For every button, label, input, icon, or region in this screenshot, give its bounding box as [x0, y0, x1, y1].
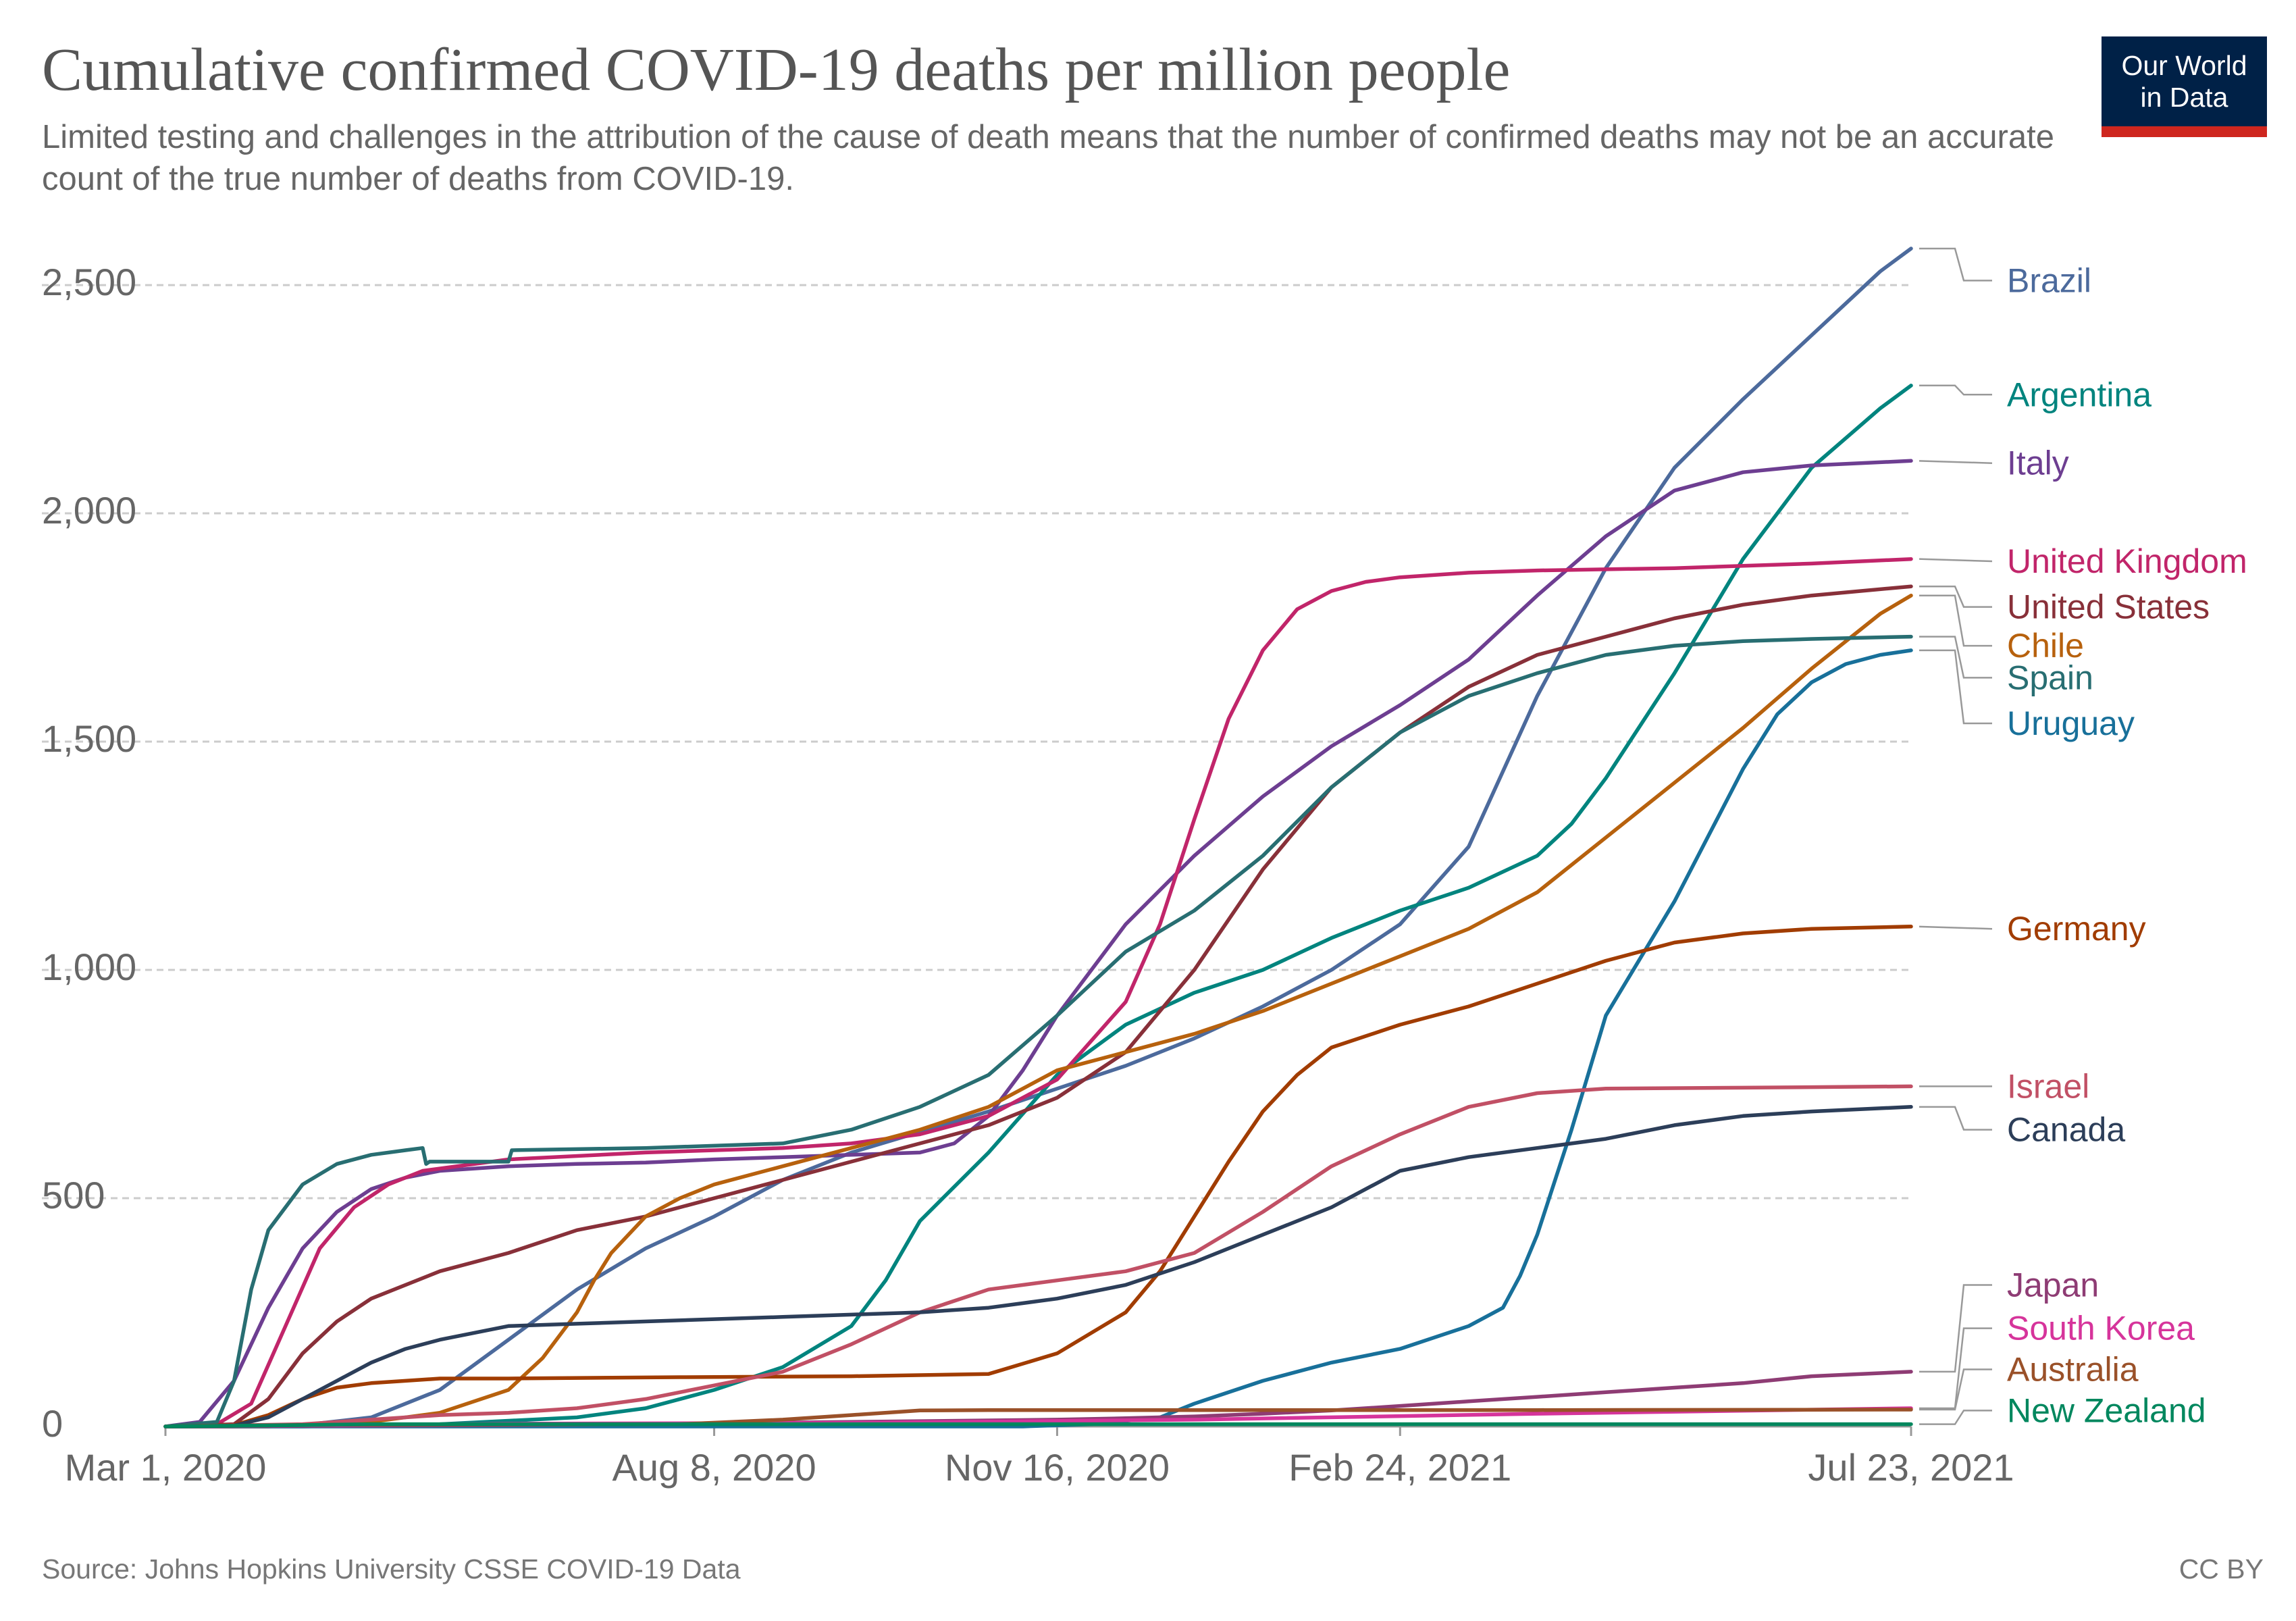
series-line-argentina	[163, 384, 1913, 1429]
legend-connector-argentina	[1919, 384, 1992, 396]
legend-label-united-kingdom: United Kingdom	[2007, 542, 2247, 580]
x-tick-label: Aug 8, 2020	[612, 1446, 816, 1489]
legend-connector-italy	[1919, 460, 1993, 464]
legend-label-canada: Canada	[2007, 1111, 2125, 1149]
legend-connector-australia	[1919, 1368, 1992, 1411]
series-line-brazil	[163, 247, 1913, 1429]
series-line-israel	[163, 1084, 1913, 1429]
license-note[interactable]: CC BY	[2178, 1553, 2264, 1585]
legend-connector-japan	[1919, 1284, 1992, 1373]
series-line-united-states	[163, 584, 1913, 1429]
legend-connector-germany	[1919, 925, 1993, 930]
x-tick-label: Mar 1, 2020	[65, 1446, 267, 1489]
y-tick-label: 2,000	[42, 489, 136, 532]
series-line-new-zealand	[163, 1422, 1913, 1429]
legend-connector-uruguay	[1919, 649, 1992, 725]
series-line-spain	[163, 634, 1913, 1429]
legend-label-israel: Israel	[2007, 1067, 2089, 1105]
logo-line-1: Our World	[2121, 49, 2247, 81]
series-line-chile	[163, 593, 1913, 1429]
grid-layer	[42, 284, 1911, 1200]
series-layer	[163, 247, 1913, 1429]
legend-label-argentina: Argentina	[2007, 376, 2151, 413]
legend-connector-united-states	[1919, 585, 1992, 608]
legend-label-italy: Italy	[2007, 444, 2069, 482]
y-tick-label: 500	[42, 1174, 105, 1216]
legend-label-japan: Japan	[2007, 1266, 2099, 1304]
legend-connector-canada	[1919, 1106, 1992, 1131]
series-line-germany	[163, 925, 1913, 1429]
y-tick-label: 1,000	[42, 946, 136, 988]
legend-label-spain: Spain	[2007, 659, 2093, 696]
legend-label-brazil: Brazil	[2007, 261, 2091, 299]
legend-connector-south-korea	[1919, 1327, 1992, 1410]
series-line-canada	[163, 1105, 1913, 1429]
source-note: Source: Johns Hopkins University CSSE CO…	[42, 1553, 741, 1585]
chart-title: Cumulative confirmed COVID-19 deaths per…	[42, 36, 1511, 103]
x-tick-label: Nov 16, 2020	[945, 1446, 1170, 1489]
legend-connector-chile	[1919, 594, 1992, 647]
legend-label-chile: Chile	[2007, 627, 2084, 665]
axis-layer: 0 500 1,000 1,500 2,000 2,500 Mar 1, 2020 Aug 8…	[42, 261, 2014, 1489]
legend-connector-brazil	[1919, 247, 1992, 282]
legend-connector-spain	[1919, 636, 1992, 679]
legend-connector-united-kingdom	[1919, 558, 1993, 563]
legend-label-united-states: United States	[2007, 588, 2210, 626]
x-tick-label: Jul 23, 2021	[1808, 1446, 2014, 1489]
legend-label-new-zealand: New Zealand	[2007, 1391, 2206, 1429]
series-line-italy	[163, 459, 1913, 1429]
owid-logo[interactable]: Our World in Data	[2102, 36, 2267, 137]
y-tick-label: 2,500	[42, 261, 136, 303]
series-line-united-kingdom	[163, 557, 1913, 1429]
x-tick-label: Feb 24, 2021	[1288, 1446, 1511, 1489]
chart-subtitle: Limited testing and challenges in the at…	[42, 119, 2054, 197]
legend-labels: Brazil Argentina Italy United Kingdom United…	[1919, 247, 2247, 1429]
legend-label-uruguay: Uruguay	[2007, 704, 2135, 742]
logo-line-2: in Data	[2140, 81, 2228, 113]
legend-connector-new-zealand	[1919, 1410, 1992, 1425]
y-tick-label: 0	[42, 1402, 63, 1445]
y-tick-label: 1,500	[42, 717, 136, 760]
legend-label-australia: Australia	[2007, 1351, 2139, 1389]
legend-label-south-korea: South Korea	[2007, 1310, 2195, 1347]
legend-label-germany: Germany	[2007, 910, 2146, 948]
series-line-uruguay	[163, 648, 1913, 1429]
